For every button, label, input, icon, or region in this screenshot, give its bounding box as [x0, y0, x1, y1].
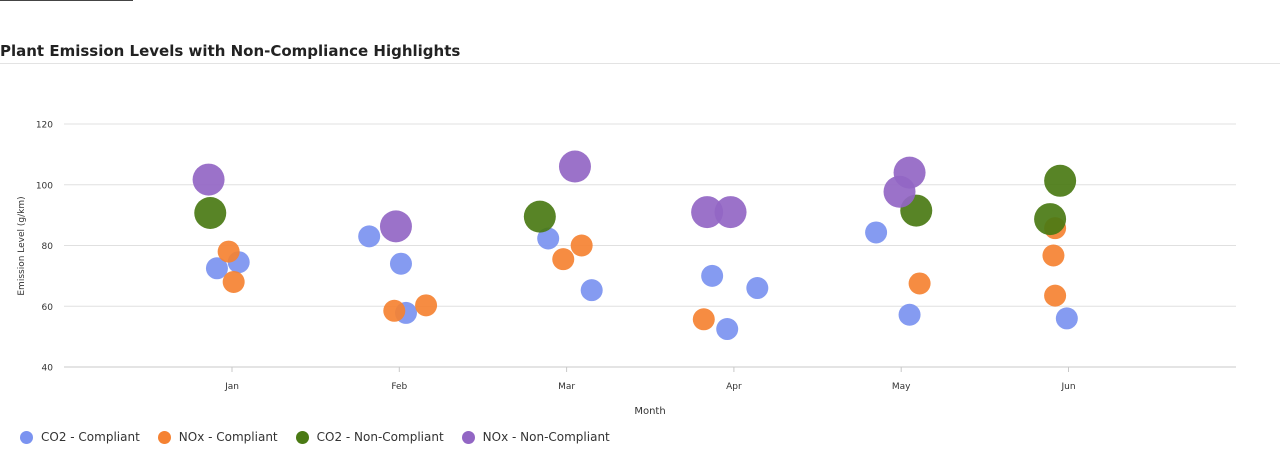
data-point — [1055, 307, 1078, 330]
legend-marker-icon — [20, 430, 33, 444]
x-axis-title: Month — [634, 406, 665, 417]
data-point — [691, 196, 724, 229]
x-tick-label: Mar — [558, 382, 575, 392]
y-tick-label: 100 — [36, 181, 53, 191]
data-point — [714, 196, 747, 229]
y-tick-label: 80 — [42, 242, 54, 252]
y-tick-label: 60 — [42, 303, 54, 313]
legend-marker-icon — [461, 430, 475, 444]
data-point — [570, 234, 593, 257]
chart-legend: CO2 - Compliant NOx - Compliant CO2 - Non-… — [20, 430, 628, 444]
x-tick-label: May — [892, 382, 911, 392]
data-point — [537, 227, 560, 250]
data-point — [716, 318, 739, 341]
data-point — [217, 240, 240, 263]
data-point — [192, 163, 225, 196]
data-point — [692, 308, 715, 331]
y-tick-label: 40 — [42, 364, 54, 374]
data-point — [558, 150, 591, 183]
legend-label: NOx - Compliant — [178, 430, 278, 444]
x-tick-label: Apr — [726, 382, 742, 392]
data-point — [1034, 203, 1067, 236]
legend-marker-icon — [157, 430, 171, 444]
legend-label: CO2 - Compliant — [41, 430, 140, 444]
legend-item[interactable]: NOx - Non-Compliant — [461, 430, 610, 444]
legend-item[interactable]: NOx - Compliant — [157, 430, 278, 444]
legend-item[interactable]: CO2 - Compliant — [20, 430, 140, 444]
chart-title: Plant Emission Levels with Non-Complianc… — [0, 42, 461, 60]
data-point — [865, 221, 888, 244]
data-point — [701, 264, 724, 287]
x-tick-label: Jan — [224, 382, 239, 392]
title-divider — [0, 63, 1280, 64]
top-tab-indicator — [0, 0, 133, 1]
data-point — [379, 210, 412, 243]
data-point — [1042, 244, 1065, 267]
data-point — [1044, 284, 1067, 307]
data-point — [746, 277, 769, 300]
legend-label: NOx - Non-Compliant — [482, 430, 610, 444]
legend-marker-icon — [295, 430, 309, 444]
y-axis-title: Emission Level (g/km) — [17, 196, 27, 295]
data-point — [552, 248, 575, 271]
data-point — [893, 156, 926, 189]
legend-item[interactable]: CO2 - Non-Compliant — [295, 430, 444, 444]
data-point — [580, 279, 603, 302]
data-point — [222, 270, 245, 293]
data-point — [415, 294, 438, 317]
data-point — [523, 200, 556, 233]
data-point — [389, 252, 412, 275]
data-point — [908, 272, 931, 295]
data-point — [1044, 164, 1077, 197]
legend-label: CO2 - Non-Compliant — [316, 430, 444, 444]
data-point — [205, 257, 228, 280]
x-tick-label: Feb — [391, 382, 407, 392]
x-tick-label: Jun — [1060, 382, 1075, 392]
data-point — [358, 225, 381, 248]
data-point — [383, 299, 406, 322]
y-tick-label: 120 — [36, 121, 53, 131]
data-point — [898, 303, 921, 326]
data-point — [194, 196, 227, 229]
